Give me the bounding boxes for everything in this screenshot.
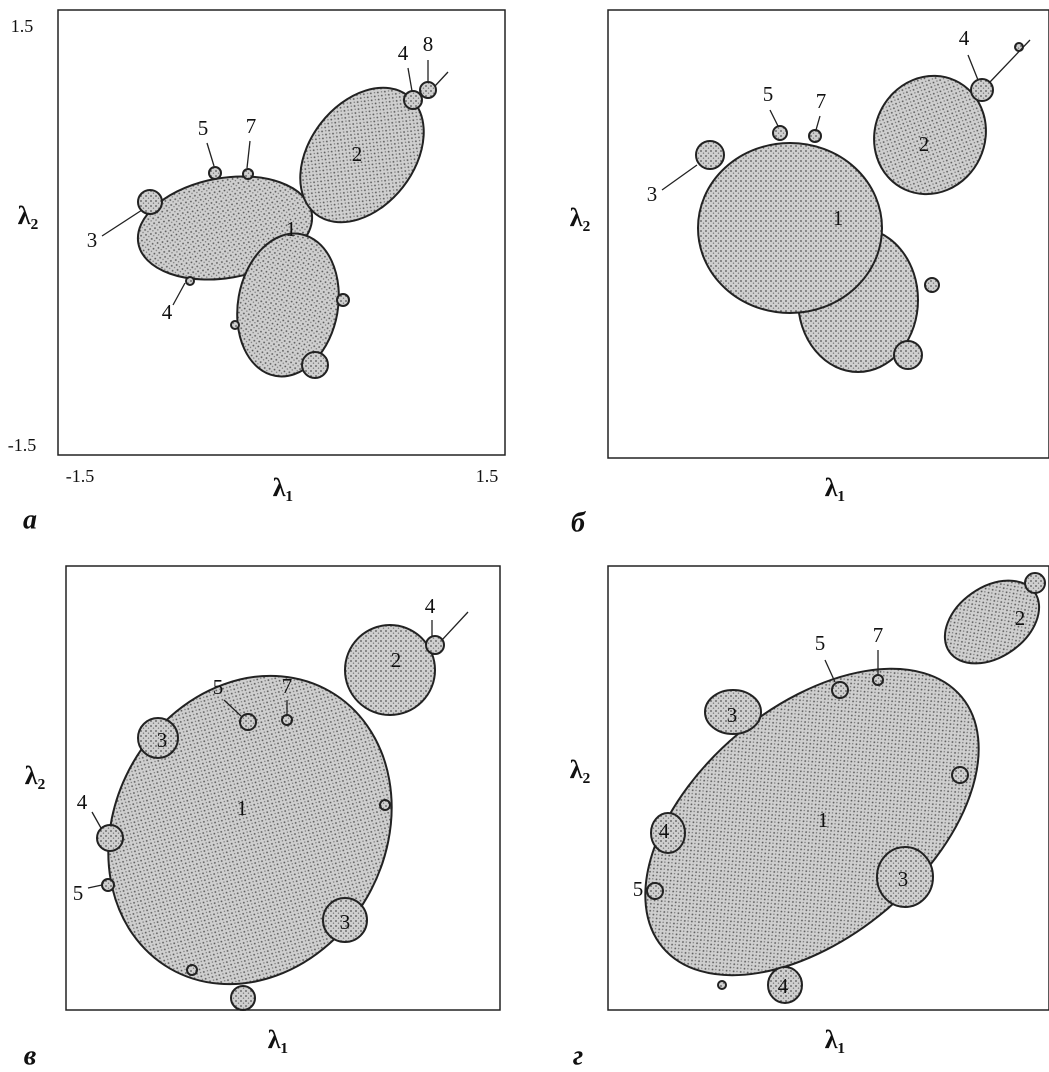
panel-letter: a [23,504,37,535]
region [873,74,987,196]
region-label: 4 [162,300,173,324]
bulbs [96,635,445,1011]
x-axis-label: λ₁ [825,1025,846,1054]
tick-label: 1.5 [11,16,34,36]
region [697,142,883,314]
region-label: 4 [425,594,436,618]
region [236,232,340,378]
region-label: 4 [959,26,970,50]
x-axis-label: λ₁ [825,473,846,502]
leaders [87,611,469,889]
panel-letter: в [24,1040,37,1071]
x-axis-label: λ₁ [268,1025,289,1054]
region-label: 5 [763,82,774,106]
x-axis-label: λ₁ [273,473,294,502]
y-axis-label: λ₂ [25,761,46,790]
region-label: 3 [340,910,351,934]
region-label: 7 [282,674,293,698]
frame [57,9,506,456]
leaders [824,650,879,683]
region-label: 4 [659,819,670,843]
panel-c [65,565,501,1011]
panel-letter: б [571,507,586,538]
leaders [661,39,1031,191]
region-label: 5 [815,631,826,655]
region-label: 7 [816,89,827,113]
region-label: 3 [87,228,98,252]
region-label: 4 [77,790,88,814]
y-axis-label: λ₂ [570,755,591,784]
panel-d [607,565,1049,1011]
bulbs [137,81,437,379]
bulbs [646,572,1046,1004]
region [344,624,436,716]
region-label: 7 [246,114,257,138]
region-label: 2 [1015,606,1026,630]
tick-label: 1.5 [476,466,499,486]
y-axis-label: λ₂ [18,201,39,230]
region-label: 2 [352,142,363,166]
region-label: 3 [157,728,168,752]
leaders [101,60,449,306]
region-label: 5 [633,877,644,901]
region-label: 1 [286,217,297,241]
tick-label: -1.5 [8,435,37,455]
y-axis-label: λ₂ [570,203,591,232]
region-label: 1 [833,206,844,230]
frame [65,565,501,1011]
region-label: 3 [727,703,738,727]
region-label: 3 [898,867,909,891]
panel-letter: г [573,1040,583,1071]
frame [607,565,1049,1011]
region-label: 1 [237,796,248,820]
region-label: 3 [647,182,658,206]
region-label: 5 [198,116,209,140]
region-label: 2 [919,132,930,156]
region-label: 7 [873,623,884,647]
region-label: 1 [818,808,829,832]
region [107,674,393,986]
region-label: 4 [778,974,789,998]
region-label: 5 [213,675,224,699]
panel-a [57,9,506,456]
frame [607,9,1049,459]
panel-b [607,9,1049,459]
region-label: 5 [73,881,84,905]
region-label: 4 [398,41,409,65]
region-label: 8 [423,32,434,56]
bulbs [695,42,1024,370]
region-label: 2 [391,648,402,672]
tick-label: -1.5 [66,466,95,486]
